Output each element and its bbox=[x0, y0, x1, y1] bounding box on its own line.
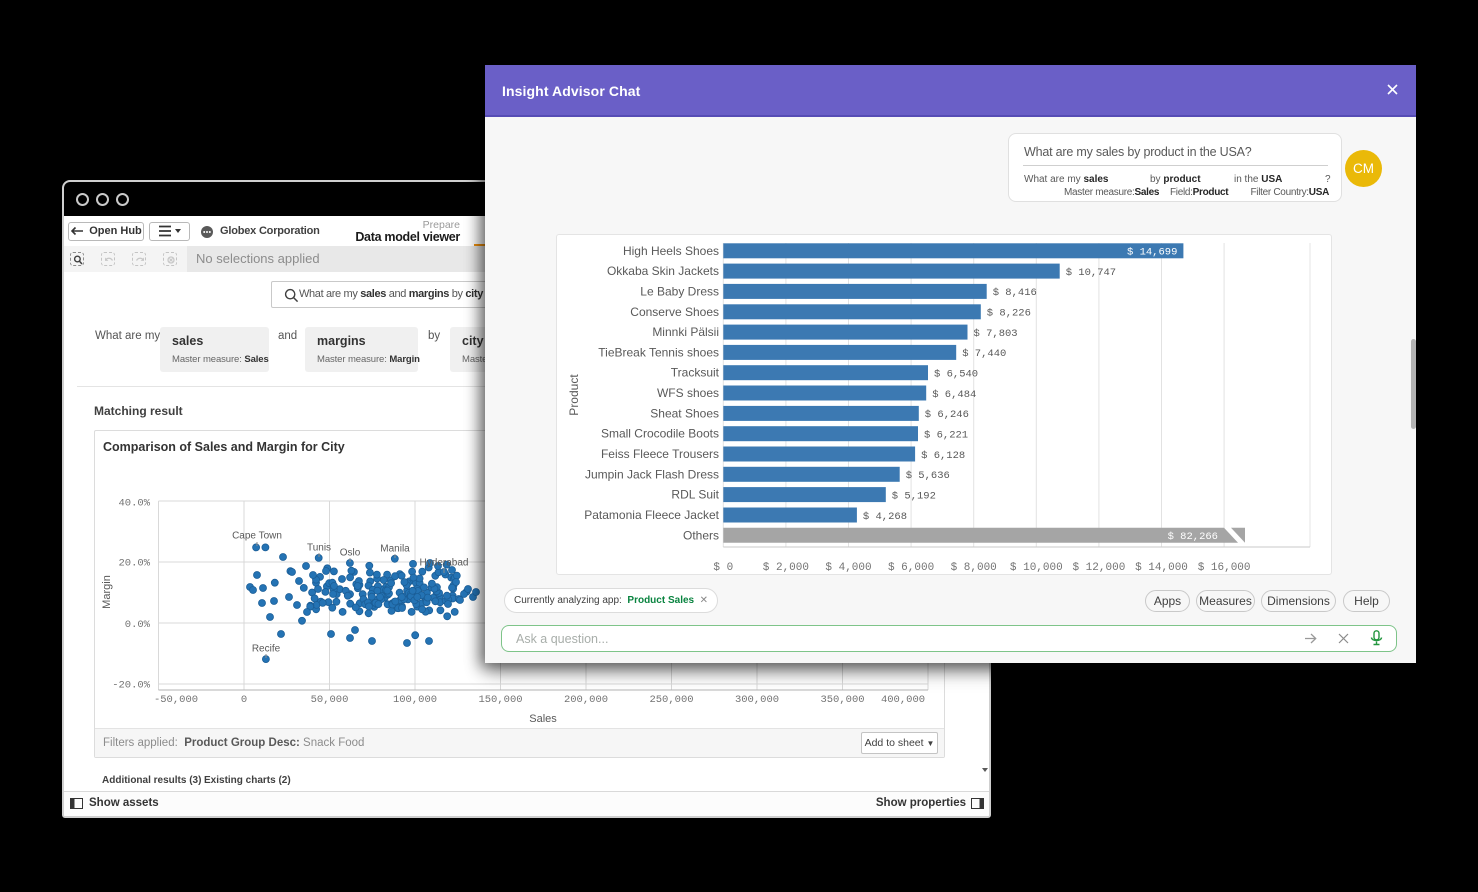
svg-text:$ 5,636: $ 5,636 bbox=[906, 470, 950, 482]
svg-text:0: 0 bbox=[241, 694, 247, 706]
svg-text:$ 10,747: $ 10,747 bbox=[1066, 267, 1116, 279]
svg-text:$ 6,484: $ 6,484 bbox=[932, 389, 976, 401]
svg-text:150,000: 150,000 bbox=[478, 694, 522, 706]
svg-text:-50,000: -50,000 bbox=[154, 694, 198, 706]
svg-text:50,000: 50,000 bbox=[311, 694, 349, 706]
svg-text:$ 14,000: $ 14,000 bbox=[1135, 562, 1188, 574]
svg-text:Sheat Shoes: Sheat Shoes bbox=[650, 406, 719, 420]
svg-text:350,000: 350,000 bbox=[820, 694, 864, 706]
svg-text:Minnki Pälsii: Minnki Pälsii bbox=[652, 325, 719, 339]
svg-text:Patamonia Fleece Jacket: Patamonia Fleece Jacket bbox=[584, 508, 719, 522]
svg-text:Others: Others bbox=[683, 528, 719, 542]
svg-text:$ 8,226: $ 8,226 bbox=[987, 308, 1031, 320]
svg-text:$ 12,000: $ 12,000 bbox=[1072, 562, 1125, 574]
svg-text:$ 7,440: $ 7,440 bbox=[962, 348, 1006, 360]
svg-text:Margin: Margin bbox=[101, 575, 113, 609]
svg-text:$ 2,000: $ 2,000 bbox=[763, 562, 809, 574]
svg-text:$ 7,803: $ 7,803 bbox=[974, 328, 1018, 340]
svg-text:Le Baby Dress: Le Baby Dress bbox=[640, 284, 719, 298]
svg-text:Recife: Recife bbox=[252, 644, 281, 655]
svg-text:-20.0%: -20.0% bbox=[112, 680, 151, 692]
svg-text:300,000: 300,000 bbox=[735, 694, 779, 706]
svg-text:$ 6,246: $ 6,246 bbox=[925, 409, 969, 421]
svg-text:RDL Suit: RDL Suit bbox=[671, 488, 719, 502]
svg-text:$ 14,699: $ 14,699 bbox=[1127, 247, 1177, 259]
svg-text:$ 6,000: $ 6,000 bbox=[888, 562, 934, 574]
svg-text:Jumpin Jack Flash Dress: Jumpin Jack Flash Dress bbox=[585, 467, 719, 481]
svg-text:Tracksuit: Tracksuit bbox=[671, 366, 720, 380]
svg-text:0.0%: 0.0% bbox=[125, 619, 151, 631]
svg-text:WFS shoes: WFS shoes bbox=[657, 386, 719, 400]
svg-text:200,000: 200,000 bbox=[564, 694, 608, 706]
svg-text:Hyderabad: Hyderabad bbox=[420, 558, 469, 569]
svg-text:$ 8,416: $ 8,416 bbox=[993, 287, 1037, 299]
svg-text:40.0%: 40.0% bbox=[118, 498, 150, 510]
svg-text:TieBreak Tennis shoes: TieBreak Tennis shoes bbox=[598, 345, 719, 359]
svg-text:Manila: Manila bbox=[380, 544, 410, 555]
svg-text:$ 10,000: $ 10,000 bbox=[1010, 562, 1063, 574]
svg-text:Okkaba Skin Jackets: Okkaba Skin Jackets bbox=[607, 264, 719, 278]
svg-text:$ 6,128: $ 6,128 bbox=[921, 450, 965, 462]
svg-text:Tunis: Tunis bbox=[307, 543, 331, 554]
svg-text:$ 0: $ 0 bbox=[713, 562, 733, 574]
svg-text:Product: Product bbox=[567, 374, 581, 416]
svg-text:Feiss Fleece Trousers: Feiss Fleece Trousers bbox=[601, 447, 719, 461]
svg-text:400,000: 400,000 bbox=[881, 694, 925, 706]
svg-text:Oslo: Oslo bbox=[340, 548, 361, 559]
svg-text:$ 16,000: $ 16,000 bbox=[1198, 562, 1251, 574]
svg-text:$ 8,000: $ 8,000 bbox=[951, 562, 997, 574]
svg-text:$ 82,266: $ 82,266 bbox=[1168, 531, 1218, 543]
svg-text:250,000: 250,000 bbox=[649, 694, 693, 706]
svg-text:Conserve Shoes: Conserve Shoes bbox=[630, 305, 719, 319]
svg-text:$ 4,268: $ 4,268 bbox=[863, 511, 907, 523]
svg-text:$ 6,221: $ 6,221 bbox=[924, 430, 968, 442]
svg-text:High Heels Shoes: High Heels Shoes bbox=[623, 244, 719, 258]
svg-text:Small Crocodile Boots: Small Crocodile Boots bbox=[601, 427, 719, 441]
svg-text:$ 5,192: $ 5,192 bbox=[892, 490, 936, 502]
svg-text:Sales: Sales bbox=[529, 713, 557, 725]
svg-text:100,000: 100,000 bbox=[393, 694, 437, 706]
svg-text:20.0%: 20.0% bbox=[118, 558, 150, 570]
svg-text:$ 6,540: $ 6,540 bbox=[934, 369, 978, 381]
svg-text:Cape Town: Cape Town bbox=[232, 531, 282, 542]
svg-text:$ 4,000: $ 4,000 bbox=[825, 562, 871, 574]
